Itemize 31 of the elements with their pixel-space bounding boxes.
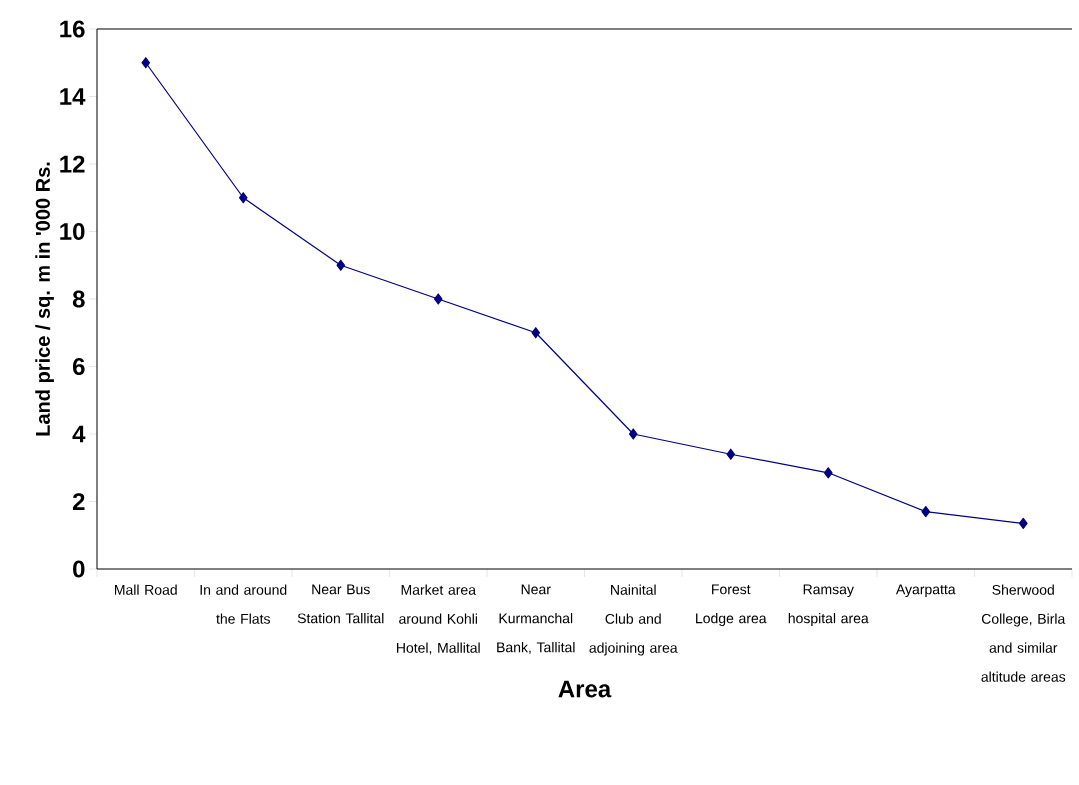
- category-label: Near Bus Station Tallital: [297, 584, 384, 624]
- point: [238, 192, 248, 204]
- point: [1018, 517, 1028, 530]
- x-axis-title: Area: [558, 680, 612, 698]
- category-label: Sherwood College, Birla and similar altitude areas: [981, 584, 1066, 682]
- x-tick-label: Ramsay hospital area: [788, 584, 869, 627]
- point: [628, 428, 638, 440]
- y-tick-label: 4: [72, 425, 86, 443]
- y-tick-label: 10: [60, 223, 85, 240]
- y-tick-label: 16: [60, 20, 85, 38]
- y-tick-label: 2: [72, 493, 85, 510]
- category-label: In and around the Flats: [200, 584, 287, 624]
- y-tick-label: 12: [60, 155, 85, 173]
- point: [336, 259, 346, 271]
- x-tick-label: Ayarpatta: [895, 584, 956, 598]
- point: [921, 506, 931, 518]
- y-tick-label: 14: [60, 88, 86, 105]
- category-label: Market area around Kohli Hotel, Mallital: [397, 584, 480, 655]
- point: [141, 57, 151, 69]
- point: [433, 293, 443, 305]
- y-axis-title: Land price / sq. m in '000 Rs.: [35, 162, 54, 436]
- y-tick-label: 0: [73, 560, 85, 578]
- point: [531, 327, 541, 339]
- category-label: Near Kurmanchal Bank, Tallital: [497, 584, 575, 654]
- x-tick-label: Mall Road: [114, 584, 177, 595]
- point: [823, 467, 833, 479]
- point: [726, 448, 736, 460]
- category-label: Nainital Club and adjoining area: [589, 584, 678, 656]
- y-tick-label: 8: [72, 290, 85, 308]
- y-tick-label: 6: [73, 358, 85, 375]
- category-label: Forest Lodge area: [696, 584, 767, 627]
